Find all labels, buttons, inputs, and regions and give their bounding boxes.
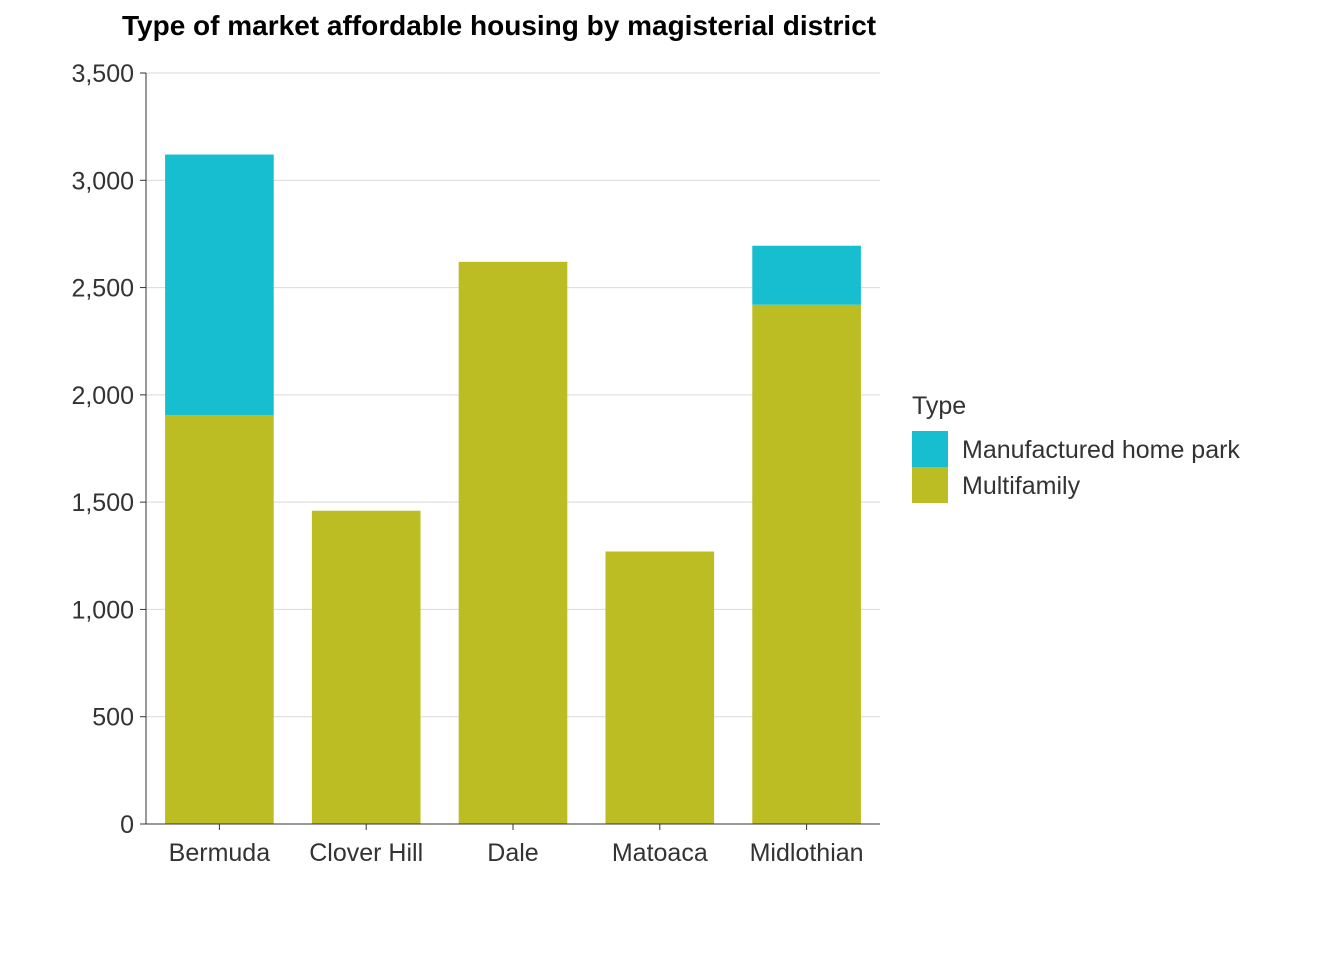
x-tick-label: Bermuda [169,839,271,867]
x-tick-label: Dale [487,839,538,867]
x-tick-label: Midlothian [750,839,864,867]
y-tick-label: 3,500 [71,60,134,88]
legend-key-swatch [912,467,948,503]
bar-bermuda-multifamily [165,415,274,824]
legend-key-swatch [912,431,948,467]
bar-matoaca-multifamily [605,551,715,824]
y-tick-label: 0 [120,811,134,839]
legend-title: Type [912,392,966,420]
legend-entry-label: Manufactured home park [962,436,1240,464]
y-tick-label: 1,000 [71,596,134,624]
legend-entry-label: Multifamily [962,472,1081,500]
axes: 0 500 1,000 1,500 2,000 2,500 3,000 3,500 Bermud… [71,60,880,867]
bar-clover-hill-multifamily [311,510,421,824]
bar-bermuda-manufactured-home-park [165,154,274,416]
chart-title: Type of market affordable housing by mag… [122,10,876,41]
bar-dale-multifamily [458,261,568,824]
bars [165,154,861,824]
bar-midlothian-multifamily [752,304,861,824]
y-tick-label: 2,500 [71,275,134,303]
bar-midlothian-manufactured-home-park [752,245,861,305]
y-tick-label: 2,000 [71,382,134,410]
y-tick-label: 500 [92,704,134,732]
legend: Type Manufactured home park Multifamily [912,392,1240,503]
y-tick-label: 3,000 [71,167,134,195]
y-tick-label: 1,500 [71,489,134,517]
x-tick-label: Clover Hill [309,839,423,867]
x-tick-label: Matoaca [612,839,708,867]
